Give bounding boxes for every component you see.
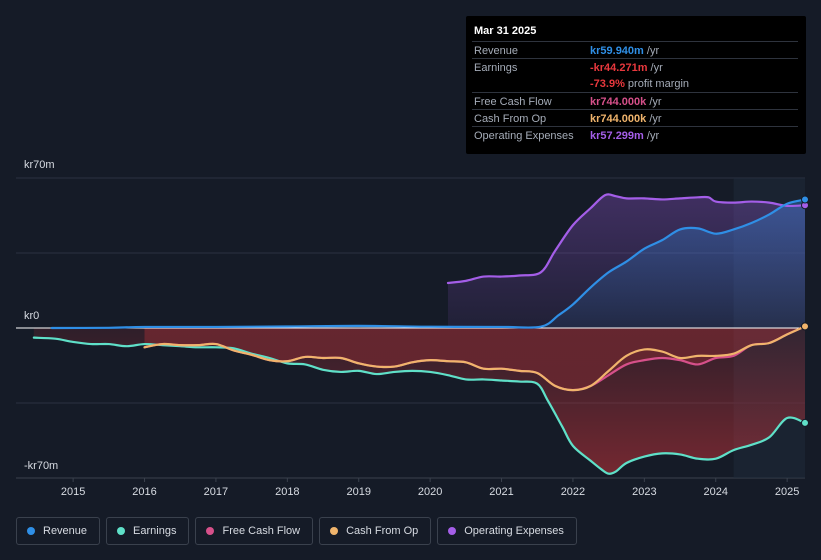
x-tick-label: 2015 [61,486,85,498]
x-tick-label: 2020 [418,486,442,498]
legend-dot-icon [117,527,126,535]
data-tooltip: Mar 31 2025 Revenue kr59.940m /yr Earnin… [466,16,806,154]
legend-dot-icon [206,527,215,535]
y-tick-label-zero: kr0 [24,310,40,322]
area-free-cash-flow [144,326,805,391]
legend-item-earnings[interactable]: Earnings [106,517,190,545]
tooltip-row-profit-margin: -73.9% profit margin [472,75,798,92]
y-tick-label-top: kr70m [24,159,55,171]
y-tick-label-bottom: -kr70m [24,460,59,472]
tooltip-label: Operating Expenses [474,130,574,142]
x-tick-label: 2025 [775,486,799,498]
x-tick-label: 2017 [204,486,228,498]
legend: Revenue Earnings Free Cash Flow Cash Fro… [16,517,577,547]
legend-item-free-cash-flow[interactable]: Free Cash Flow [195,517,314,545]
line-revenue [50,198,807,330]
tooltip-row-revenue: Revenue kr59.940m /yr [472,41,798,59]
tooltip-value: kr59.940m /yr [590,45,660,57]
series-lines [32,193,807,475]
tooltip-label: Cash From Op [474,113,547,125]
legend-label: Earnings [133,525,177,537]
line-operating-expenses [446,193,807,285]
line-earnings [32,336,807,475]
legend-label: Cash From Op [346,525,419,537]
legend-dot-icon [448,527,457,535]
tooltip-value: -73.9% profit margin [590,78,690,90]
tooltip-label: Revenue [474,45,519,57]
legend-dot-icon [330,527,339,535]
legend-item-revenue[interactable]: Revenue [16,517,101,545]
tooltip-value: -kr44.271m /yr [590,62,663,74]
legend-label: Operating Expenses [464,525,564,537]
x-tick-label: 2018 [275,486,299,498]
endpoint-cash-from-op [801,322,809,331]
series-areas [33,194,806,474]
x-tick-label: 2016 [132,486,156,498]
x-tick-label: 2024 [704,486,728,498]
line-cash-from-op [143,325,807,392]
tooltip-date: Mar 31 2025 [474,25,537,37]
legend-item-cash-from-op[interactable]: Cash From Op [319,517,432,545]
x-tick-label: 2021 [489,486,513,498]
tooltip-row-operating-expenses: Operating Expenses kr57.299m /yr [472,126,798,144]
legend-label: Revenue [43,525,88,537]
tooltip-label: Free Cash Flow [474,96,552,108]
tooltip-label: Earnings [474,62,518,74]
x-tick-label: 2023 [632,486,656,498]
area-revenue [51,199,805,328]
legend-dot-icon [27,527,35,535]
tooltip-value: kr57.299m /yr [590,130,660,142]
x-tick-label: 2019 [346,486,370,498]
x-tick-label: 2022 [561,486,585,498]
tooltip-value: kr744.000k /yr [590,113,662,125]
endpoint-revenue [801,195,809,204]
tooltip-row-free-cash-flow: Free Cash Flow kr744.000k /yr [472,92,798,110]
tooltip-row-cash-from-op: Cash From Op kr744.000k /yr [472,109,798,127]
endpoint-earnings [801,418,809,427]
tooltip-row-earnings: Earnings -kr44.271m /yr [472,58,798,76]
tooltip-value: kr744.000k /yr [590,96,662,108]
legend-label: Free Cash Flow [222,525,301,537]
x-axis: 2015 2016 2017 2018 2019 2020 2021 2022 2023 2024… [61,478,799,498]
series-endpoints [801,195,809,427]
legend-item-operating-expenses[interactable]: Operating Expenses [437,517,577,545]
